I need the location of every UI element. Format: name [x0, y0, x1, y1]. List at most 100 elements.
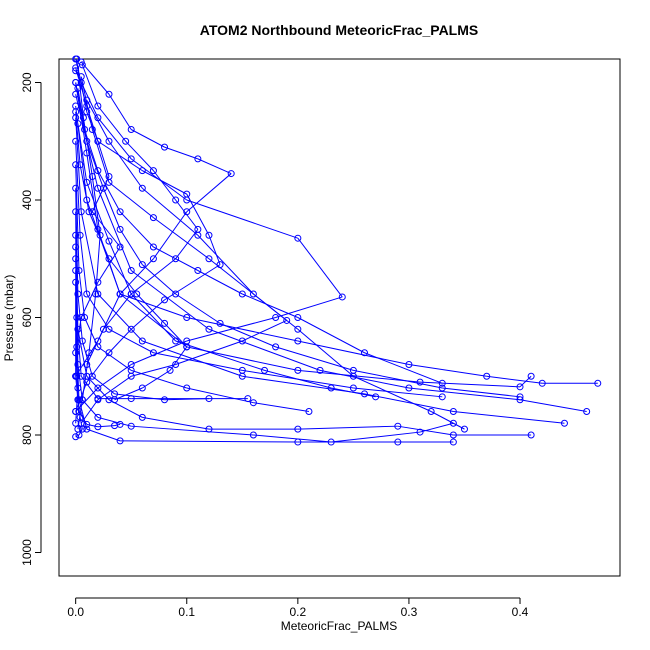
data-point [172, 196, 180, 204]
data-point [83, 96, 91, 104]
data-point [127, 422, 135, 430]
series-segment [253, 402, 310, 412]
data-point [74, 325, 82, 333]
series-segment [120, 440, 298, 443]
series-segment [97, 140, 143, 172]
series-segment [131, 369, 187, 389]
series-segment [175, 293, 221, 324]
y-tick-label: 400 [20, 190, 34, 210]
y-tick-label: 600 [20, 307, 34, 327]
data-point [249, 290, 257, 298]
data-point [294, 366, 302, 374]
data-point [138, 384, 146, 392]
series-segment [80, 375, 99, 399]
series-segment [353, 375, 432, 412]
series-segment [97, 364, 132, 389]
series-segment [142, 340, 243, 377]
data-point [94, 423, 102, 431]
series-segment [186, 317, 298, 342]
data-point [294, 425, 302, 433]
series-segment [103, 293, 132, 330]
data-point [138, 184, 146, 192]
series-segment [125, 140, 154, 171]
plot-area [72, 55, 602, 446]
series-segment [130, 158, 188, 201]
data-point [183, 384, 191, 392]
data-point [161, 296, 169, 304]
data-point [327, 438, 335, 446]
data-point [83, 420, 91, 428]
series-segment [97, 293, 143, 342]
series-segment [153, 352, 243, 371]
series-segment [297, 317, 365, 354]
series-segment [186, 317, 276, 342]
series-segment [131, 425, 254, 436]
series-segment [420, 381, 521, 388]
series-segment [164, 264, 221, 301]
data-point [460, 425, 468, 433]
data-point [105, 90, 113, 98]
series-segment [86, 152, 99, 230]
data-point [116, 437, 124, 445]
series-segment [77, 399, 83, 430]
series-segment [153, 170, 177, 201]
series-segment [91, 211, 121, 248]
data-point [72, 67, 80, 75]
data-point [76, 161, 84, 169]
series-segment [141, 264, 176, 295]
series-segment [108, 181, 154, 219]
series-segment [331, 431, 421, 443]
data-point [161, 143, 169, 151]
data-point [138, 337, 146, 345]
series-segment [75, 164, 80, 271]
series-segment [108, 93, 132, 130]
series-segment [91, 176, 101, 236]
series-segment [430, 411, 465, 430]
data-point [349, 366, 357, 374]
series-segment [208, 235, 221, 265]
data-point [94, 413, 102, 421]
data-point [294, 314, 302, 321]
data-point [138, 261, 146, 269]
x-axis: 0.0 0.1 0.2 0.3 0.4 [67, 597, 529, 619]
data-point [538, 379, 546, 387]
data-point [183, 343, 191, 351]
series-22 [78, 61, 202, 368]
data-point [94, 290, 102, 298]
data-point [72, 108, 80, 116]
data-point [272, 343, 280, 351]
data-point [83, 425, 91, 433]
series-segment [169, 346, 188, 371]
series-9 [72, 114, 568, 427]
data-point [394, 422, 402, 430]
series-segment [175, 199, 199, 230]
series-segment [75, 111, 81, 165]
y-tick-label: 200 [20, 72, 34, 92]
data-point [527, 372, 535, 380]
series-segment [242, 319, 287, 342]
series-segment [86, 99, 110, 142]
data-point [122, 137, 130, 145]
series-segment [88, 211, 110, 259]
series-segment [297, 425, 398, 430]
series-23 [74, 84, 524, 401]
series-segment [175, 340, 265, 371]
data-point [360, 349, 368, 357]
series-segment [130, 293, 177, 342]
series-25 [73, 55, 104, 433]
data-point [216, 319, 224, 327]
data-point [483, 372, 491, 380]
series-segment [77, 329, 88, 377]
series-segment [108, 140, 143, 189]
data-point [583, 408, 591, 415]
data-point [105, 137, 113, 145]
series-segment [208, 328, 321, 371]
series-segment [86, 293, 110, 330]
series-segment [186, 173, 232, 213]
data-point [94, 384, 102, 392]
series-segment [353, 387, 443, 398]
x-tick-label: 0.4 [512, 605, 529, 619]
data-point [72, 372, 80, 380]
data-point [227, 170, 235, 178]
data-point [172, 361, 180, 368]
